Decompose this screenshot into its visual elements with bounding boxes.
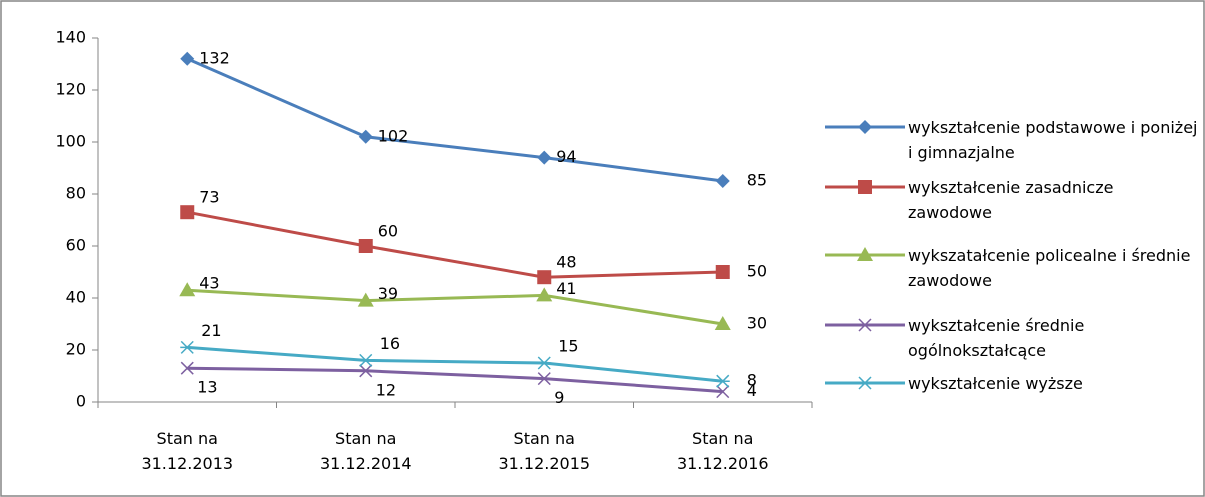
y-tick-label: 100 xyxy=(55,132,86,151)
marker xyxy=(715,265,730,279)
marker xyxy=(357,292,374,307)
y-tick-label: 40 xyxy=(66,288,86,307)
data-label: 15 xyxy=(558,337,578,356)
data-label: 85 xyxy=(747,171,767,190)
data-label: 39 xyxy=(378,284,398,303)
legend-label: wykształcenie zasadnicze zawodowe xyxy=(908,178,1114,222)
data-label: 30 xyxy=(747,314,767,333)
data-label: 60 xyxy=(378,222,398,241)
y-tick-label: 140 xyxy=(55,28,86,47)
marker xyxy=(179,282,196,297)
series-line xyxy=(187,366,723,394)
data-label: 132 xyxy=(199,48,230,67)
marker xyxy=(537,356,552,370)
legend-label: wykształcenie wyższe xyxy=(908,374,1083,393)
data-label: 102 xyxy=(378,126,409,145)
data-label: 8 xyxy=(747,371,757,390)
marker xyxy=(180,205,195,220)
x-tick-label: Stan na 31.12.2014 xyxy=(319,429,412,473)
marker xyxy=(537,150,552,165)
data-label: 50 xyxy=(747,262,767,281)
marker xyxy=(358,239,373,253)
marker xyxy=(715,374,730,388)
y-tick-label: 0 xyxy=(76,392,86,411)
x-tick-label: Stan na 31.12.2016 xyxy=(676,429,769,473)
marker xyxy=(716,385,730,399)
data-label: 48 xyxy=(556,253,576,272)
marker xyxy=(858,120,872,134)
x-tick-label: Stan na 31.12.2015 xyxy=(498,429,591,473)
marker xyxy=(358,353,373,367)
series-line xyxy=(187,288,723,326)
data-label: 13 xyxy=(197,378,217,397)
series-line xyxy=(186,57,723,183)
y-tick-label: 60 xyxy=(66,236,86,255)
y-tick-label: 120 xyxy=(55,80,86,99)
marker xyxy=(858,180,872,194)
y-tick-label: 80 xyxy=(66,184,86,203)
marker xyxy=(715,174,730,188)
data-label: 16 xyxy=(380,334,400,353)
data-label: 4 xyxy=(747,381,757,400)
marker xyxy=(537,270,552,285)
marker xyxy=(858,376,872,390)
series-line xyxy=(186,210,723,279)
marker xyxy=(857,247,873,261)
data-label: 94 xyxy=(556,147,576,166)
marker xyxy=(180,361,194,375)
marker xyxy=(714,316,731,330)
legend-label: wykształcenie podstawowe i poniżej i gim… xyxy=(908,118,1198,162)
marker xyxy=(537,372,551,386)
marker xyxy=(359,364,373,378)
marker xyxy=(180,340,195,354)
data-label: 41 xyxy=(556,279,576,298)
marker xyxy=(536,287,553,302)
y-tick-label: 20 xyxy=(66,340,86,359)
marker xyxy=(858,318,872,332)
x-tick-label: Stan na 31.12.2013 xyxy=(141,429,234,473)
data-label: 43 xyxy=(199,274,219,293)
series-line xyxy=(187,345,723,383)
data-label: 12 xyxy=(376,380,396,399)
legend-label: wykszatałcenie policealne i średnie zawo… xyxy=(908,246,1191,290)
data-label: 73 xyxy=(199,188,219,207)
data-label: 9 xyxy=(554,388,564,407)
data-label: 21 xyxy=(201,321,221,340)
legend-label: wykształcenie średnie ogólnokształcące xyxy=(908,316,1085,360)
marker xyxy=(358,129,373,144)
marker xyxy=(180,51,195,66)
